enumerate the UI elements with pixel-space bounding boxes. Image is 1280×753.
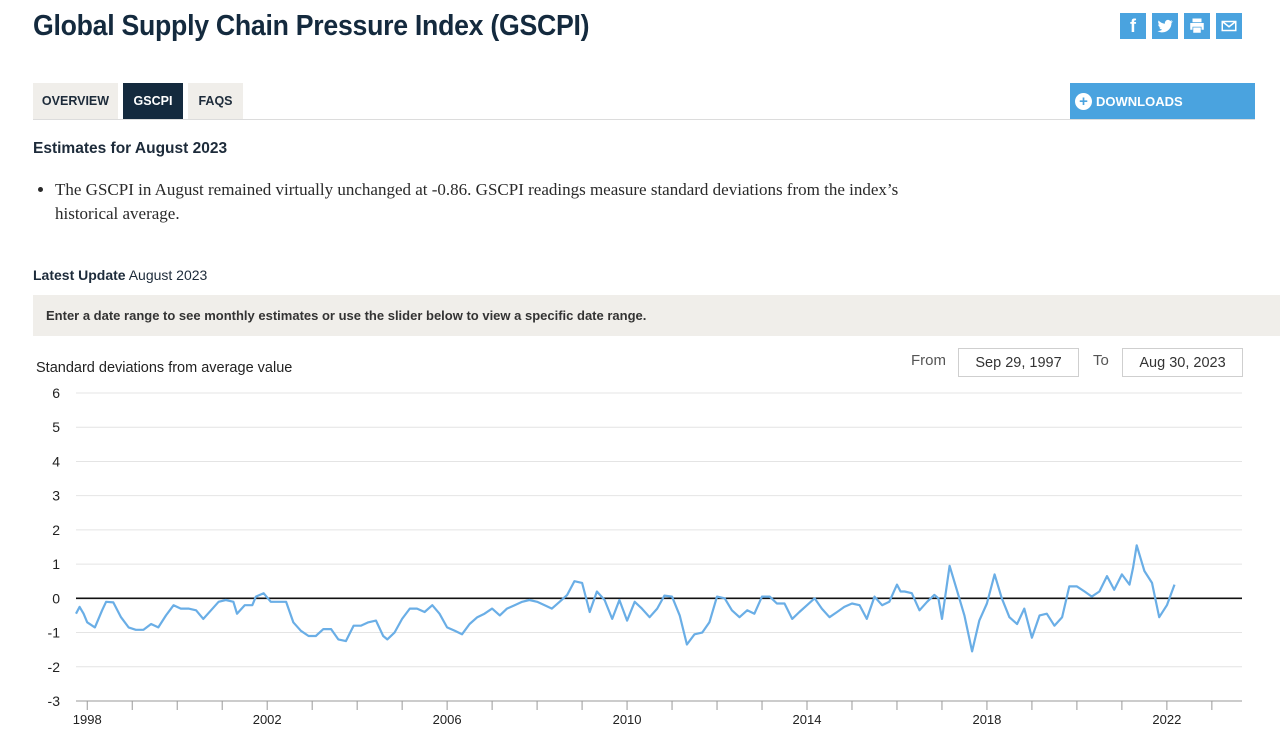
y-tick-label: 5 [52, 419, 60, 435]
page-title: Global Supply Chain Pressure Index (GSCP… [33, 10, 590, 42]
summary-bullet: The GSCPI in August remained virtually u… [55, 178, 918, 226]
x-tick-label: 2014 [793, 712, 822, 727]
y-tick-label: 3 [52, 488, 60, 504]
latest-update-label: Latest Update [33, 267, 126, 283]
to-date-input[interactable] [1122, 348, 1243, 377]
twitter-icon[interactable] [1152, 13, 1178, 39]
x-tick-label: 2018 [972, 712, 1001, 727]
share-bar: f [1120, 13, 1242, 39]
facebook-letter: f [1130, 15, 1136, 36]
y-tick-label: -2 [48, 659, 61, 675]
latest-update-value: August 2023 [128, 267, 208, 283]
y-tick-label: 6 [52, 385, 60, 401]
tab-gscpi[interactable]: GSCPI [123, 83, 183, 119]
downloads-label: DOWNLOADS [1096, 93, 1183, 109]
gscpi-chart: 6 5 4 3 2 1 0 -1 -2 -3 1998 2002 2006 2010 2014 2018 202… [48, 385, 1242, 727]
y-tick-label: 1 [52, 556, 60, 572]
y-tick-label: 2 [52, 522, 60, 538]
y-tick-label: -1 [48, 625, 61, 641]
from-date-input[interactable] [958, 348, 1079, 377]
x-tick-label: 2010 [613, 712, 642, 727]
y-axis-title: Standard deviations from average value [36, 360, 293, 376]
email-icon[interactable] [1216, 13, 1242, 39]
tab-faqs[interactable]: FAQS [188, 83, 243, 119]
print-icon[interactable] [1184, 13, 1210, 39]
x-tick-label: 2022 [1152, 712, 1181, 727]
tab-bar: OVERVIEW GSCPI FAQS [33, 83, 1255, 120]
to-label: To [1093, 352, 1109, 369]
x-tick-label: 2002 [253, 712, 282, 727]
x-tick-label: 2006 [433, 712, 462, 727]
facebook-icon[interactable]: f [1120, 13, 1146, 39]
series-line-gscpi [75, 544, 1176, 653]
y-tick-label: -3 [48, 693, 61, 709]
y-tick-label: 4 [52, 453, 60, 469]
plus-circle-icon: + [1075, 92, 1092, 110]
date-range-instruction: Enter a date range to see monthly estima… [33, 295, 1280, 336]
y-tick-label: 0 [52, 590, 60, 606]
latest-update: Latest Update August 2023 [33, 267, 207, 283]
tab-overview[interactable]: OVERVIEW [33, 83, 118, 119]
summary-list: The GSCPI in August remained virtually u… [38, 178, 918, 226]
x-tick-label: 1998 [73, 712, 102, 727]
from-label: From [911, 352, 946, 369]
downloads-button[interactable]: + DOWNLOADS [1070, 83, 1255, 119]
estimates-heading: Estimates for August 2023 [33, 140, 228, 157]
